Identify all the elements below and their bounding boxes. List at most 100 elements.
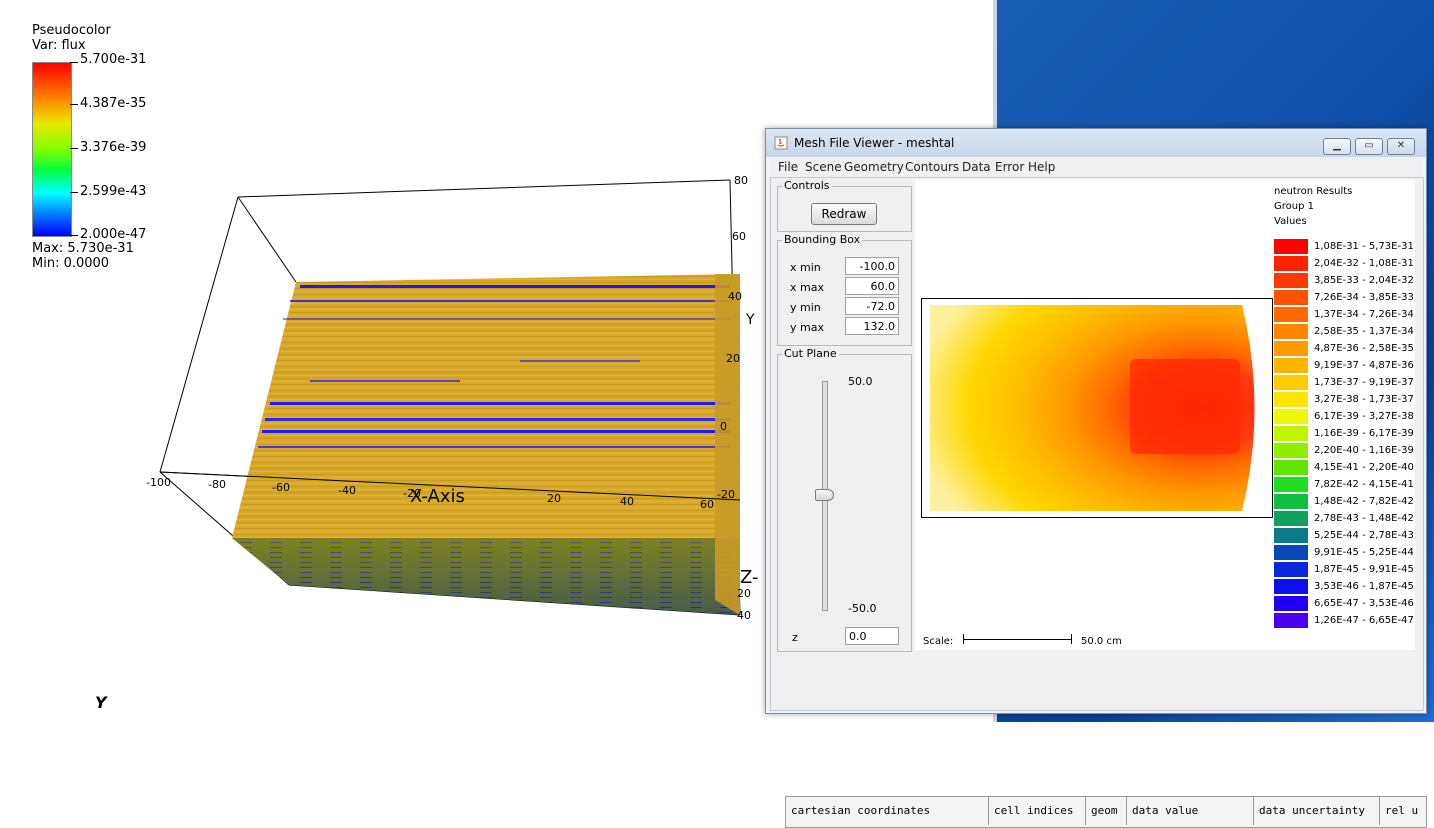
java-icon (774, 136, 788, 150)
triad-y-label: Y (95, 693, 108, 712)
y-tick-label: 0 (720, 420, 727, 433)
legend-range-label: 7,82E-42 - 4,15E-41 (1314, 479, 1414, 490)
z-tick-label: 40 (737, 609, 751, 622)
status-cartesian-coordinates: cartesian coordinates (786, 797, 989, 825)
redraw-button[interactable]: Redraw (811, 203, 877, 225)
status-cell-indices: cell indices (989, 797, 1086, 825)
legend-swatch (1274, 528, 1308, 543)
menu-geometry[interactable]: Geometry (844, 160, 904, 174)
legend-swatch (1274, 426, 1308, 441)
ymax-field[interactable]: 132.0 (845, 317, 899, 335)
xmax-label: x max (790, 281, 824, 294)
cut-plane-slider-thumb[interactable] (815, 489, 834, 501)
y-axis-title: Y (745, 312, 755, 328)
xmin-field[interactable]: -100.0 (845, 257, 899, 275)
color-bar-label: 2.000e-47 (80, 227, 147, 242)
minimize-button[interactable]: ▁ (1323, 138, 1351, 155)
x-tick-label: -20 (403, 487, 421, 500)
z-tick-label: 20 (737, 587, 751, 600)
status-data-uncertainty: data uncertainty (1254, 797, 1380, 825)
legend-range-label: 6,65E-47 - 3,53E-46 (1314, 598, 1414, 609)
status-data-value: data value (1127, 797, 1254, 825)
legend-range-label: 3,27E-38 - 1,73E-37 (1314, 394, 1414, 405)
legend-swatch (1274, 324, 1308, 339)
scale-bar-tick (1071, 634, 1072, 644)
y-tick-label: 80 (734, 174, 748, 187)
legend-range-label: 2,78E-43 - 1,48E-42 (1314, 513, 1414, 524)
z-field[interactable]: 0.0 (845, 627, 899, 645)
legend-swatch (1274, 613, 1308, 628)
menu-help[interactable]: Help (1028, 160, 1056, 174)
x-axis-title: X-Axis (410, 486, 465, 507)
menu-error[interactable]: Error (995, 160, 1025, 174)
color-bar-label: 5.700e-31 (80, 52, 147, 67)
viewer-client-area: Controls Redraw Bounding Box x min -100.… (770, 177, 1427, 828)
color-bar-tick (70, 148, 78, 149)
legend-range-label: 5,25E-44 - 2,78E-43 (1314, 530, 1414, 541)
y-tick-label: -20 (717, 488, 735, 501)
x-tick-label: -80 (208, 478, 226, 491)
menu-contours[interactable]: Contours (905, 160, 960, 174)
bounding-box-label: Bounding Box (782, 233, 863, 246)
window-title: Mesh File Viewer - meshtal (794, 136, 955, 150)
mesh-file-viewer-window[interactable]: Mesh File Viewer - meshtal ▁ ▭ ✕ File Sc… (765, 128, 1427, 828)
x-tick-label: 60 (700, 498, 714, 511)
y-tick-label: 20 (726, 352, 740, 365)
menu-data[interactable]: Data (962, 160, 991, 174)
legend-swatch (1274, 596, 1308, 611)
legend-range-label: 6,17E-39 - 3,27E-38 (1314, 411, 1414, 422)
menu-scene[interactable]: Scene (805, 160, 842, 174)
legend-swatch (1274, 290, 1308, 305)
legend-range-label: 1,73E-37 - 9,19E-37 (1314, 377, 1414, 388)
slider-max-label: 50.0 (848, 375, 873, 388)
z-axis-title: Z- (740, 567, 759, 588)
menu-file[interactable]: File (778, 160, 799, 174)
legend-swatch (1274, 273, 1308, 288)
results-values: Values (1274, 216, 1307, 227)
ymin-label: y min (790, 301, 821, 314)
legend-min: Min: 0.0000 (32, 256, 110, 271)
legend-swatch (1274, 341, 1308, 356)
legend-range-label: 2,20E-40 - 1,16E-39 (1314, 445, 1414, 456)
status-rel-uncertainty: rel u (1385, 804, 1419, 817)
xmin-label: x min (790, 261, 821, 274)
legend-range-label: 9,19E-37 - 4,87E-36 (1314, 360, 1414, 371)
title-bar[interactable]: Mesh File Viewer - meshtal ▁ ▭ ✕ (766, 129, 1426, 157)
legend-swatch (1274, 307, 1308, 322)
legend-range-label: 2,04E-32 - 1,08E-31 (1314, 258, 1414, 269)
legend-swatch (1274, 579, 1308, 594)
scale-value: 50.0 cm (1081, 636, 1122, 647)
cut-plane-group: Cut Plane 50.0 -50.0 z 0.0 (777, 347, 912, 652)
legend-swatch (1274, 409, 1308, 424)
results-group: Group 1 (1274, 201, 1314, 212)
scale-bar (963, 639, 1071, 640)
legend-swatch (1274, 375, 1308, 390)
bounding-box-group: Bounding Box x min -100.0 x max 60.0 y m… (777, 233, 912, 346)
legend-swatch (1274, 460, 1308, 475)
xmax-field[interactable]: 60.0 (845, 277, 899, 295)
x-tick-label: 20 (547, 492, 561, 505)
color-bar-label: 3.376e-39 (80, 140, 147, 155)
3d-scene[interactable]: -100 -80 -60 -40 -20 20 40 60 X-Axis 80 … (0, 0, 993, 722)
legend-swatch (1274, 239, 1308, 254)
flux-plot[interactable] (921, 298, 1273, 518)
low-flux-cells (258, 285, 730, 448)
ymin-field[interactable]: -72.0 (845, 297, 899, 315)
legend-swatch (1274, 443, 1308, 458)
x-tick-label: -60 (272, 481, 290, 494)
block-top-face (232, 274, 740, 538)
legend-variable: Var: flux (32, 38, 86, 53)
color-bar (32, 62, 72, 237)
controls-group: Controls Redraw (777, 179, 912, 232)
flux-plot-image (922, 299, 1272, 517)
legend-range-label: 1,16E-39 - 6,17E-39 (1314, 428, 1414, 439)
color-bar-tick (70, 62, 78, 63)
legend-range-label: 4,87E-36 - 2,58E-35 (1314, 343, 1414, 354)
legend-range-label: 1,87E-45 - 9,91E-45 (1314, 564, 1414, 575)
x-tick-label: 40 (620, 495, 634, 508)
maximize-button[interactable]: ▭ (1355, 138, 1383, 155)
controls-label: Controls (782, 179, 832, 192)
legend-swatch (1274, 392, 1308, 407)
close-button[interactable]: ✕ (1387, 138, 1415, 155)
legend-range-label: 9,91E-45 - 5,25E-44 (1314, 547, 1414, 558)
